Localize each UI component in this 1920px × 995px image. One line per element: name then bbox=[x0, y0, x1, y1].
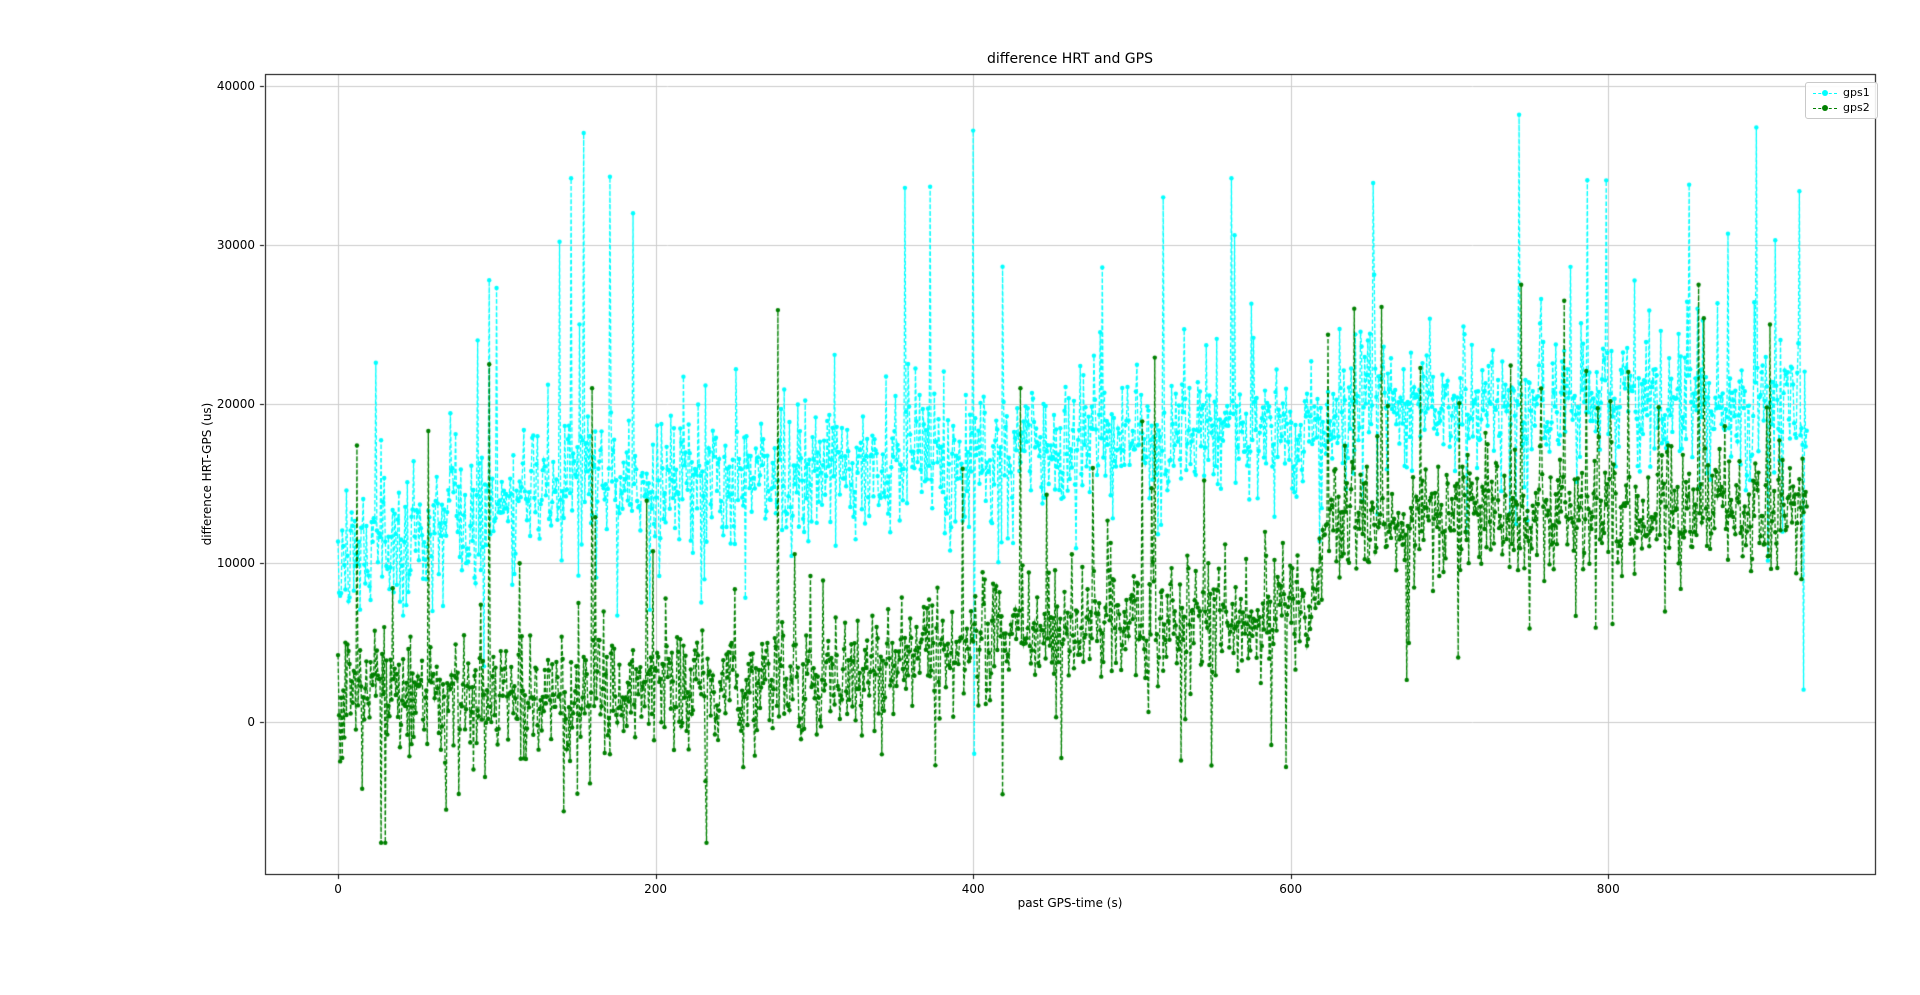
y-tick-label: 20000 bbox=[216, 397, 255, 412]
x-tick-label: 200 bbox=[644, 882, 668, 896]
legend-entry-gps2: gps2 bbox=[1813, 102, 1870, 114]
y-tick-label: 10000 bbox=[216, 556, 255, 571]
x-tick-label: 0 bbox=[334, 882, 342, 896]
y-tick-label: 30000 bbox=[216, 238, 255, 253]
gps1-line-marker-icon bbox=[1813, 90, 1837, 97]
x-axis-label: past GPS-time (s) bbox=[1017, 896, 1123, 910]
x-tick-label: 400 bbox=[961, 882, 985, 896]
x-tick-label: 600 bbox=[1279, 882, 1303, 896]
y-axis-label: difference HRT-GPS (us) bbox=[200, 402, 214, 546]
gps2-line-marker-icon bbox=[1813, 105, 1837, 112]
legend-label-gps1: gps1 bbox=[1843, 86, 1870, 99]
legend: gps1 gps2 bbox=[1805, 82, 1878, 119]
chart-title: difference HRT and GPS bbox=[987, 51, 1153, 67]
legend-label-gps2: gps2 bbox=[1843, 101, 1870, 114]
x-tick-label: 800 bbox=[1596, 882, 1620, 896]
legend-entry-gps1: gps1 bbox=[1813, 87, 1870, 99]
y-tick-label: 40000 bbox=[216, 79, 255, 94]
y-tick-label: 0 bbox=[247, 715, 255, 729]
